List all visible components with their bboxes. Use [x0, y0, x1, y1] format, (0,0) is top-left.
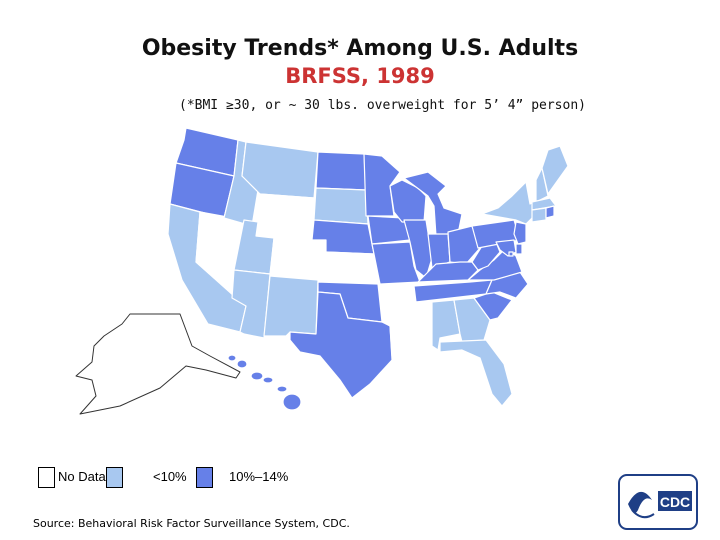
state-DE [515, 243, 523, 255]
state-NH [535, 167, 549, 203]
source-note: Source: Behavioral Risk Factor Surveilla… [33, 517, 350, 530]
legend-swatch-nodata [38, 467, 55, 488]
legend-swatch-low [106, 467, 123, 488]
state-MS [405, 301, 433, 345]
state-ME [541, 145, 569, 195]
legend-label-low: <10% [153, 469, 187, 484]
state-NM [263, 275, 319, 337]
state-MI [403, 171, 463, 237]
map-subtitle: BRFSS, 1989 [285, 64, 435, 88]
state-ND [315, 151, 367, 191]
state-SD [313, 187, 369, 225]
legend-swatch-mid [196, 467, 213, 488]
state-AK [75, 313, 241, 415]
legend-label-mid: 10%–14% [229, 469, 289, 484]
state-CT [531, 207, 547, 223]
state-WY [255, 193, 315, 241]
state-WI [389, 179, 427, 223]
state-RI [545, 205, 555, 219]
cdc-logo: CDC [618, 474, 698, 530]
state-TX [289, 291, 393, 399]
state-HI [227, 354, 302, 411]
state-KS [323, 251, 379, 285]
state-OH [447, 225, 481, 265]
state-CO [269, 237, 327, 281]
state-MO [371, 241, 421, 285]
map-title: Obesity Trends* Among U.S. Adults [141, 36, 579, 61]
cdc-logo-text: CDC [660, 494, 690, 510]
state-NJ [513, 221, 527, 245]
bmi-note: (*BMI ≥30, or ~ 30 lbs. overweight for 5… [179, 98, 586, 113]
state-FL [439, 339, 513, 407]
state-NY [481, 181, 535, 225]
legend-label-nodata: No Data [58, 469, 106, 484]
state-DC [508, 251, 514, 257]
